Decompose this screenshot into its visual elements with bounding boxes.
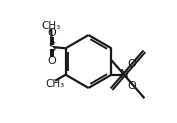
- Text: O: O: [127, 59, 136, 69]
- Text: O: O: [47, 56, 56, 66]
- Text: O: O: [47, 29, 56, 38]
- Text: N: N: [120, 68, 128, 81]
- Text: CH₃: CH₃: [42, 21, 61, 31]
- Text: O: O: [127, 81, 136, 91]
- Text: S: S: [48, 41, 55, 54]
- Text: CH₃: CH₃: [45, 79, 64, 89]
